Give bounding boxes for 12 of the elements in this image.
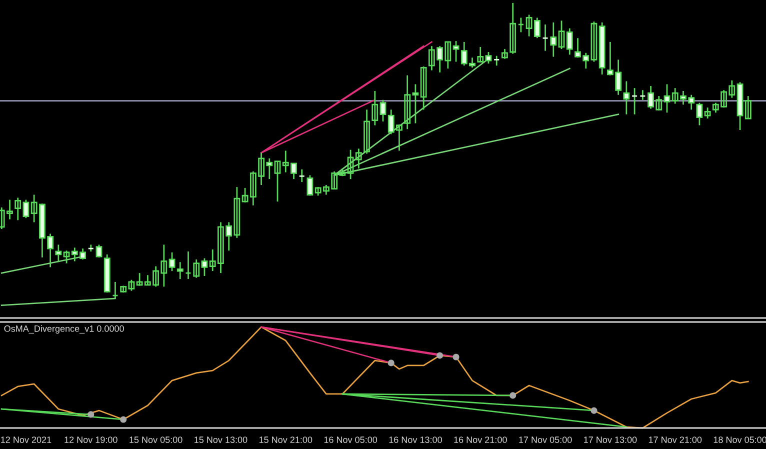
x-tick-label: 12 Nov 19:00 <box>64 436 118 443</box>
x-tick-label: 16 Nov 05:00 <box>324 436 378 443</box>
x-tick-label: 15 Nov 05:00 <box>130 436 182 443</box>
x-tick-label: 12 Nov 2021 <box>1 436 52 443</box>
x-tick-label: 15 Nov 21:00 <box>259 436 312 443</box>
x-tick-label: 15 Nov 13:00 <box>194 436 248 443</box>
chart-title: OsMA_Divergence_v1 0.0000 <box>4 325 124 334</box>
x-tick-label: 17 Nov 13:00 <box>584 436 637 443</box>
x-tick-label: 16 Nov 13:00 <box>389 436 442 443</box>
x-tick-label: 17 Nov 05:00 <box>519 436 572 443</box>
x-tick-label: 17 Nov 21:00 <box>648 436 702 443</box>
x-tick-label: 16 Nov 21:00 <box>454 436 507 443</box>
